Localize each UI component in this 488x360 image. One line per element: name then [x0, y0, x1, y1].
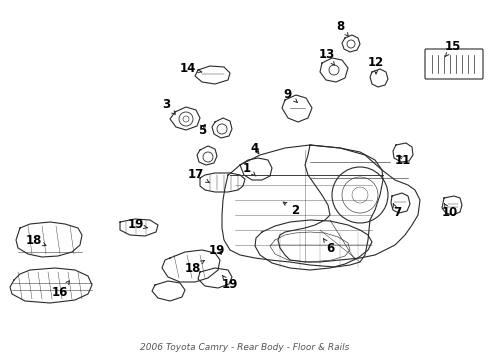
Text: 11: 11: [394, 154, 410, 167]
Text: 19: 19: [208, 243, 225, 256]
Text: 19: 19: [222, 275, 238, 292]
Text: 8: 8: [335, 19, 348, 37]
Text: 10: 10: [441, 204, 457, 220]
Text: 7: 7: [392, 204, 400, 220]
Text: 18: 18: [26, 234, 46, 247]
Text: 6: 6: [323, 239, 333, 255]
Text: 17: 17: [187, 168, 209, 183]
Text: 5: 5: [198, 123, 206, 136]
Text: 16: 16: [52, 281, 69, 300]
Text: 9: 9: [284, 87, 297, 102]
Text: 12: 12: [367, 57, 384, 74]
Text: 2: 2: [283, 202, 299, 216]
Text: 14: 14: [180, 62, 202, 75]
Text: 15: 15: [444, 40, 460, 57]
Text: 18: 18: [184, 261, 204, 274]
Text: 3: 3: [162, 99, 175, 114]
Text: 1: 1: [243, 162, 255, 176]
Text: 4: 4: [250, 141, 259, 154]
Text: 2006 Toyota Camry - Rear Body - Floor & Rails: 2006 Toyota Camry - Rear Body - Floor & …: [140, 343, 348, 352]
Text: 19: 19: [127, 219, 147, 231]
Text: 13: 13: [318, 49, 334, 65]
